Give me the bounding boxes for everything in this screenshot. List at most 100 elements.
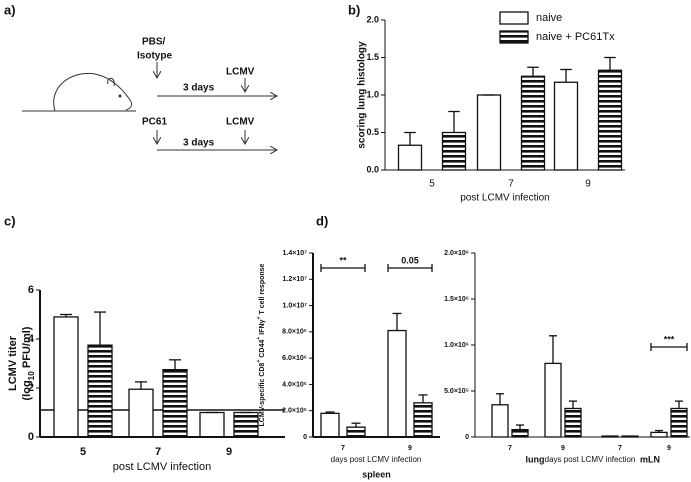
y-label-part: 10	[27, 371, 36, 381]
error-bar	[604, 56, 616, 71]
significance-bracket	[387, 264, 433, 272]
y-label-part: +	[256, 360, 262, 363]
treatment-label: PBS/	[142, 37, 166, 48]
x-tick-label: 7	[508, 179, 514, 190]
x-tick-label: 7	[618, 445, 622, 452]
y-axis-label: LCMV titer	[7, 335, 19, 391]
error-bar	[560, 68, 572, 83]
x-tick-label: 9	[585, 179, 591, 190]
x-tick-label: 9	[561, 445, 565, 452]
panel-label: a)	[4, 2, 16, 17]
group-label: mLN	[640, 454, 660, 464]
bar	[520, 75, 546, 171]
y-tick-label: 1.0×10⁷	[283, 302, 308, 309]
bar	[564, 407, 582, 438]
y-axis-label: scoring lung histology	[357, 41, 368, 149]
legend-label: naive + PC61Tx	[536, 31, 615, 43]
bar	[491, 404, 509, 438]
significance-label: **	[339, 255, 347, 265]
y-tick-label: 8.0×10⁶	[282, 329, 307, 336]
error-bar	[351, 422, 361, 428]
y-label-part: +	[256, 316, 262, 319]
error-bar	[448, 110, 460, 133]
error-bar	[655, 429, 663, 433]
error-bar	[496, 393, 504, 405]
y-tick-label: 5.0×10⁵	[444, 388, 469, 395]
y-tick-label: 2	[28, 382, 34, 394]
bar	[320, 412, 340, 438]
bar	[128, 388, 154, 438]
y-tick-label: 1.0	[366, 89, 379, 99]
x-tick-label: 7	[155, 446, 161, 458]
bar	[387, 329, 407, 438]
y-tick-label: 6.0×10⁶	[282, 355, 307, 362]
bar	[544, 362, 562, 438]
bar	[476, 94, 502, 171]
y-axis-label: LCMV-specific CD8+ CD44+ IFNγ+ T cell re…	[256, 263, 265, 426]
legend-swatch	[499, 11, 529, 25]
group-label: spleen	[362, 469, 391, 479]
significance-label: 0.05	[401, 255, 419, 265]
y-label-part: CD44	[259, 340, 266, 360]
y-tick-label: 6	[28, 284, 34, 296]
bar	[233, 411, 259, 438]
y-label-part: LCMV titer	[7, 335, 19, 391]
bar	[397, 144, 423, 171]
error-bar	[569, 400, 577, 409]
x-axis-label: days post LCMV infection	[545, 455, 636, 464]
error-bar	[675, 400, 683, 409]
x-axis-label: post LCMV infection	[113, 461, 211, 473]
bar	[346, 426, 366, 438]
treatment-label: Isotype	[137, 51, 172, 62]
y-label-part: LCMV-specific CD8	[259, 363, 266, 427]
legend-swatch	[499, 30, 529, 44]
error-bar	[94, 311, 106, 346]
bar	[553, 81, 579, 171]
error-bar	[392, 312, 402, 331]
bar	[87, 344, 113, 438]
y-tick-label: 2.0	[366, 14, 379, 24]
significance-bracket	[650, 343, 688, 351]
error-bar	[404, 131, 416, 146]
error-bar	[527, 66, 539, 77]
treatment-label: PC61	[142, 117, 167, 128]
y-tick-label: 1.4×10⁷	[283, 250, 308, 257]
mouse-icon	[22, 72, 136, 112]
y-axis-label: (log10 PFU/ml)	[21, 326, 36, 400]
bar	[162, 368, 188, 438]
panel-label: d)	[316, 213, 328, 228]
y-tick-label: 4	[28, 333, 35, 345]
bar	[597, 69, 623, 171]
group-label: lung	[526, 454, 545, 464]
error-bar	[325, 411, 335, 414]
y-label-part: PFU/ml)	[21, 326, 33, 371]
bar	[650, 431, 668, 438]
bar	[441, 131, 467, 171]
y-tick-label: 2.0×10⁶	[282, 408, 307, 415]
y-label-part: IFNγ	[259, 319, 266, 336]
panel-label: b)	[348, 2, 360, 17]
x-tick-label: 9	[408, 445, 412, 452]
error-bar	[418, 394, 428, 403]
bar	[413, 402, 433, 438]
x-tick-label: 9	[667, 445, 671, 452]
x-axis-label: post LCMV infection	[460, 193, 550, 204]
y-tick-label: 0.0	[366, 164, 379, 174]
interval-label: 3 days	[183, 83, 215, 94]
y-tick-label: 0	[28, 431, 34, 443]
legend-label: naive	[536, 12, 562, 24]
bar	[53, 316, 79, 438]
error-bar	[549, 335, 557, 364]
panel-label: c)	[4, 213, 16, 228]
y-tick-label: 0	[303, 434, 307, 441]
significance-label: ***	[664, 334, 675, 344]
x-tick-label: 5	[429, 179, 435, 190]
bar	[670, 407, 688, 438]
schedule-lines	[157, 62, 277, 150]
error-bar	[60, 313, 72, 317]
y-label-part: T cell response	[259, 263, 266, 316]
y-tick-label: 0	[465, 434, 469, 441]
y-label-part: +	[256, 337, 262, 340]
